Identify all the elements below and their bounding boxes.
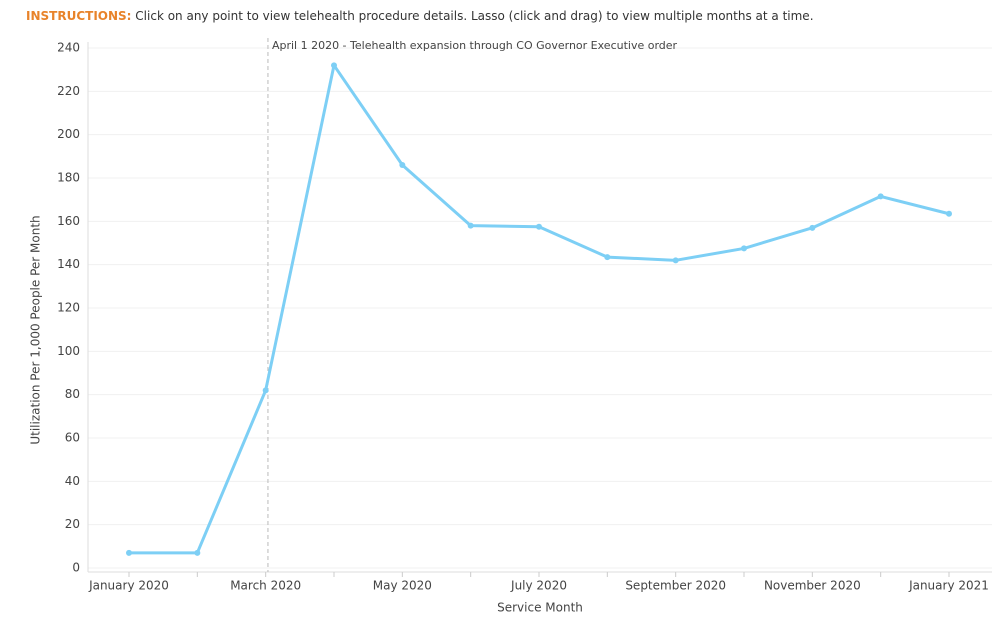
instructions: INSTRUCTIONS: Click on any point to view…: [26, 9, 814, 23]
y-tick-label: 200: [57, 127, 80, 141]
x-tick-label: January 2020: [88, 579, 169, 593]
y-tick-label: 240: [57, 41, 80, 55]
y-tick-label: 180: [57, 171, 80, 185]
y-tick-label: 220: [57, 84, 80, 98]
y-tick-label: 60: [65, 431, 80, 445]
data-point[interactable]: [126, 549, 132, 556]
y-tick-label: 120: [57, 301, 80, 315]
y-tick-label: 40: [65, 474, 80, 488]
x-axis-label: Service Month: [497, 601, 583, 615]
data-point[interactable]: [399, 162, 406, 168]
y-tick-label: 0: [72, 561, 80, 575]
y-tick-label: 160: [57, 214, 80, 228]
annotation-text: April 1 2020 - Telehealth expansion thro…: [272, 39, 678, 52]
y-tick-label: 100: [57, 344, 80, 358]
data-point[interactable]: [536, 223, 542, 230]
data-point[interactable]: [331, 62, 337, 69]
data-point[interactable]: [604, 254, 611, 261]
y-tick-label: 140: [57, 257, 80, 271]
y-tick-label: 80: [65, 387, 80, 401]
instructions-text: Click on any point to view telehealth pr…: [135, 9, 814, 23]
x-tick-label: March 2020: [230, 579, 301, 593]
x-tick-label: November 2020: [764, 579, 861, 593]
data-point[interactable]: [877, 193, 884, 200]
x-tick-label: September 2020: [625, 579, 726, 593]
data-point[interactable]: [809, 224, 816, 231]
data-point[interactable]: [194, 549, 201, 556]
x-tick-label: July 2020: [510, 579, 567, 593]
y-tick-label: 20: [65, 517, 80, 531]
data-point[interactable]: [946, 210, 952, 217]
x-tick-label: January 2021: [908, 579, 989, 593]
y-axis-label: Utilization Per 1,000 People Per Month: [29, 215, 43, 444]
data-point[interactable]: [672, 257, 679, 264]
data-line: [129, 63, 950, 555]
x-tick-label: May 2020: [373, 579, 432, 593]
instructions-label: INSTRUCTIONS:: [26, 9, 132, 23]
data-point[interactable]: [741, 245, 747, 252]
data-point[interactable]: [262, 387, 269, 394]
data-point[interactable]: [467, 222, 474, 229]
